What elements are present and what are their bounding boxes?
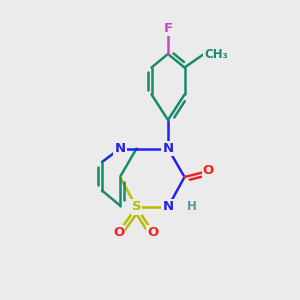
Text: O: O [147,226,159,239]
Text: N: N [114,142,126,155]
Text: O: O [203,164,214,178]
Text: O: O [113,226,124,239]
Text: F: F [164,22,172,35]
Text: H: H [187,200,197,214]
Text: S: S [132,200,141,214]
Text: N: N [162,142,174,155]
Text: N: N [162,200,174,214]
Text: CH₃: CH₃ [204,47,228,61]
